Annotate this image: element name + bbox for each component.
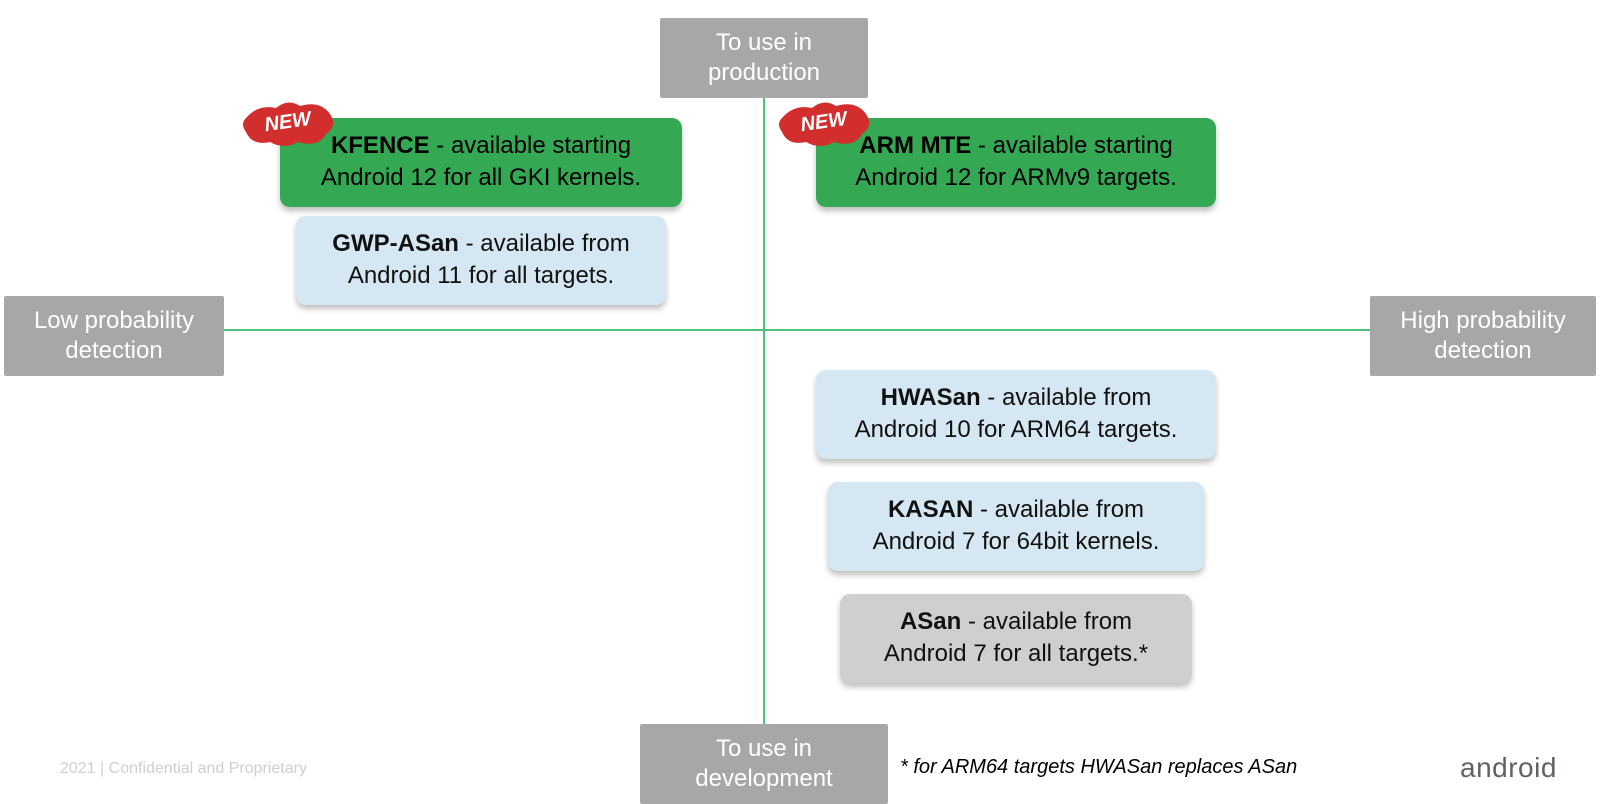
- axis-horizontal: [4, 329, 1596, 331]
- card-line2: Android 10 for ARM64 targets.: [838, 414, 1194, 446]
- card-rest: - available from: [981, 384, 1152, 411]
- quadrant-diagram: To use in production To use in developme…: [0, 0, 1600, 802]
- card-line2: Android 7 for all targets.*: [862, 638, 1170, 670]
- axis-label-bottom: To use in development: [640, 724, 888, 804]
- card-line2: Android 12 for all GKI kernels.: [302, 162, 660, 194]
- card-title: HWASan: [881, 384, 981, 411]
- axis-vertical: [763, 85, 765, 724]
- card-kasan: KASAN - available from Android 7 for 64b…: [828, 482, 1204, 571]
- card-title: ARM MTE: [859, 132, 971, 159]
- card-rest: - available from: [973, 496, 1144, 523]
- card-title: GWP-ASan: [332, 230, 459, 257]
- card-rest: - available from: [459, 230, 630, 257]
- brand-logo: android: [1460, 752, 1557, 784]
- axis-label-top: To use in production: [660, 18, 868, 98]
- axis-label-right: High probability detection: [1370, 296, 1596, 376]
- card-line2: Android 7 for 64bit kernels.: [850, 526, 1182, 558]
- card-hwasan: HWASan - available from Android 10 for A…: [816, 370, 1216, 459]
- card-title: KFENCE: [331, 132, 430, 159]
- card-line2: Android 11 for all targets.: [318, 260, 644, 292]
- card-title: KASAN: [888, 496, 973, 523]
- card-rest: - available starting: [971, 132, 1172, 159]
- axis-label-left: Low probability detection: [4, 296, 224, 376]
- card-asan: ASan - available from Android 7 for all …: [840, 594, 1192, 683]
- card-gwpasan: GWP-ASan - available from Android 11 for…: [296, 216, 666, 305]
- footnote: * for ARM64 targets HWASan replaces ASan: [900, 756, 1297, 779]
- card-kfence: KFENCE - available starting Android 12 f…: [280, 118, 682, 207]
- card-title: ASan: [900, 608, 961, 635]
- card-rest: - available starting: [430, 132, 631, 159]
- card-armmte: ARM MTE - available starting Android 12 …: [816, 118, 1216, 207]
- card-rest: - available from: [961, 608, 1132, 635]
- card-line2: Android 12 for ARMv9 targets.: [838, 162, 1194, 194]
- footer-confidential: 2021 | Confidential and Proprietary: [60, 760, 307, 778]
